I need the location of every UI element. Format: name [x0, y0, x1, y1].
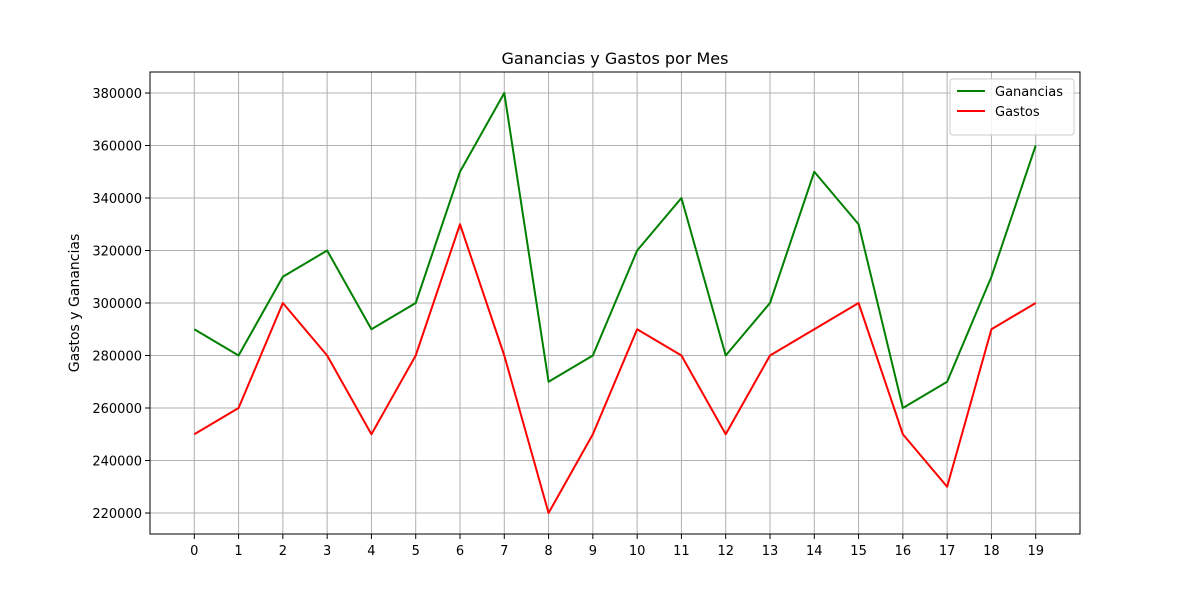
x-tick-label: 14: [806, 544, 823, 559]
y-axis-label: Gastos y Ganancias: [67, 234, 83, 372]
x-tick-label: 17: [939, 544, 956, 559]
chart-title: Ganancias y Gastos por Mes: [502, 49, 729, 68]
x-tick-label: 10: [629, 544, 646, 559]
y-tick-label: 380000: [92, 87, 142, 102]
legend-box: [949, 78, 1075, 136]
x-tick-label: 6: [456, 544, 464, 559]
y-tick-label: 260000: [92, 402, 142, 417]
x-tick-label: 19: [1027, 544, 1044, 559]
series-line-gastos: [193, 223, 1037, 514]
legend-label: Gastos: [995, 105, 1040, 120]
x-tick-label: 8: [544, 544, 552, 559]
x-tick-label: 3: [323, 544, 331, 559]
x-axis: 0 1 2 3 4 5 6 7 8 9 10 11 12 13 14 15 16 17 18 19: [190, 534, 1044, 559]
x-tick-label: 12: [717, 544, 734, 559]
legend-label: Ganancias: [995, 85, 1063, 100]
y-tick-label: 340000: [92, 192, 142, 207]
series-line-ganancias: [193, 92, 1037, 409]
x-tick-label: 5: [412, 544, 420, 559]
y-tick-label: 220000: [92, 507, 142, 522]
x-tick-label: 0: [190, 544, 198, 559]
x-tick-label: 16: [895, 544, 912, 559]
x-tick-label: 18: [983, 544, 1000, 559]
y-axis: 220000 240000 260000 280000 300000 320000 3400…: [92, 87, 150, 522]
y-tick-label: 360000: [92, 140, 142, 155]
grid: [150, 72, 1080, 534]
legend: Ganancias Gastos: [949, 78, 1075, 136]
x-tick-label: 2: [279, 544, 287, 559]
y-tick-label: 300000: [92, 297, 142, 312]
x-tick-label: 9: [589, 544, 597, 559]
y-tick-label: 280000: [92, 350, 142, 365]
x-tick-label: 1: [234, 544, 242, 559]
x-tick-label: 4: [367, 544, 375, 559]
y-tick-label: 320000: [92, 245, 142, 260]
x-tick-label: 11: [673, 544, 690, 559]
x-tick-label: 15: [850, 544, 867, 559]
series-lines: [193, 92, 1037, 514]
x-tick-label: 7: [500, 544, 508, 559]
y-tick-label: 240000: [92, 455, 142, 470]
x-tick-label: 13: [762, 544, 779, 559]
